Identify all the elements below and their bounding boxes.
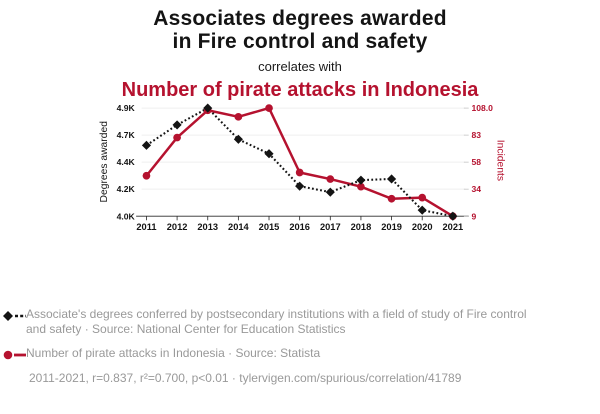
- degrees-point: [233, 134, 243, 144]
- x-axis-year-label: 2014: [228, 222, 249, 232]
- x-axis-year-label: 2016: [289, 222, 310, 232]
- right-axis-tick-label: 34: [471, 184, 481, 194]
- left-axis-tick-label: 4.9K: [117, 103, 136, 113]
- right-axis-tick-label: 108.0: [471, 103, 493, 113]
- red-circle-solid-icon: [3, 350, 26, 360]
- black-diamond-dotted-icon: [3, 311, 26, 321]
- right-axis-tick-label: 83: [471, 130, 481, 140]
- x-axis-year-label: 2017: [320, 222, 341, 232]
- x-axis-year-label: 2020: [412, 222, 433, 232]
- pirate-attacks-point: [387, 194, 396, 203]
- right-axis-tick-label: 58: [471, 157, 481, 167]
- correlation-line-chart: 4.9K 4.7K 4.4K 4.2K 4.0K 108.0 83 58 34 9 2011 2012…: [99, 103, 506, 232]
- left-axis-tick-label: 4.2K: [117, 184, 136, 194]
- degrees-point: [325, 187, 335, 197]
- left-axis-tick-label: 4.0K: [117, 211, 136, 221]
- x-axis-year-label: 2012: [167, 222, 188, 232]
- left-axis-tick-label: 4.7K: [117, 130, 136, 140]
- pirate-attacks-point: [418, 193, 427, 202]
- title-block: Associates degrees awarded in Fire contr…: [0, 7, 600, 101]
- pirate-attacks-point: [234, 112, 243, 121]
- degrees-point: [356, 175, 366, 185]
- legend-label-pirates: Number of pirate attacks in Indonesia · …: [26, 346, 321, 360]
- pirate-attacks-point: [357, 182, 365, 191]
- x-axis-year-label: 2011: [136, 222, 156, 232]
- pirate-attacks-point: [295, 168, 304, 177]
- pirate-attacks-point: [265, 104, 273, 112]
- legend-footer-stats: 2011-2021, r=0.837, r²=0.700, p<0.01 · t…: [29, 371, 462, 385]
- legend-label-degrees: Associate's degrees conferred by postsec…: [26, 307, 527, 336]
- legend-item-pirates: Number of pirate attacks in Indonesia · …: [2, 346, 596, 362]
- right-axis-title: Incidents: [495, 140, 506, 181]
- degrees-point: [141, 140, 152, 150]
- chart-legend: Associate's degrees conferred by postsec…: [2, 307, 596, 386]
- x-axis-year-label: 2021: [443, 222, 464, 232]
- degrees-point: [295, 181, 305, 191]
- pirate-attacks-point: [173, 133, 181, 142]
- left-axis-tick-label: 4.4K: [117, 157, 136, 167]
- left-axis-title: Degrees awarded: [99, 121, 110, 203]
- right-axis-tick-label: 9: [471, 211, 476, 221]
- degrees-point: [172, 120, 182, 130]
- x-axis-year-label: 2015: [259, 222, 280, 232]
- pirate-attacks-point: [142, 171, 151, 180]
- page-title-red: Number of pirate attacks in Indonesia: [121, 79, 479, 101]
- x-axis-year-label: 2018: [351, 222, 372, 232]
- degrees-point: [417, 205, 427, 215]
- x-axis-year-label: 2013: [197, 222, 218, 232]
- page-title-line1: Associates degrees awarded: [153, 7, 447, 30]
- x-axis-year-label: 2019: [381, 222, 402, 232]
- legend-item-degrees: Associate's degrees conferred by postsec…: [2, 307, 596, 337]
- page-title-line2: in Fire control and safety: [172, 30, 428, 53]
- title-connector: correlates with: [258, 59, 342, 74]
- pirate-attacks-point: [326, 175, 335, 183]
